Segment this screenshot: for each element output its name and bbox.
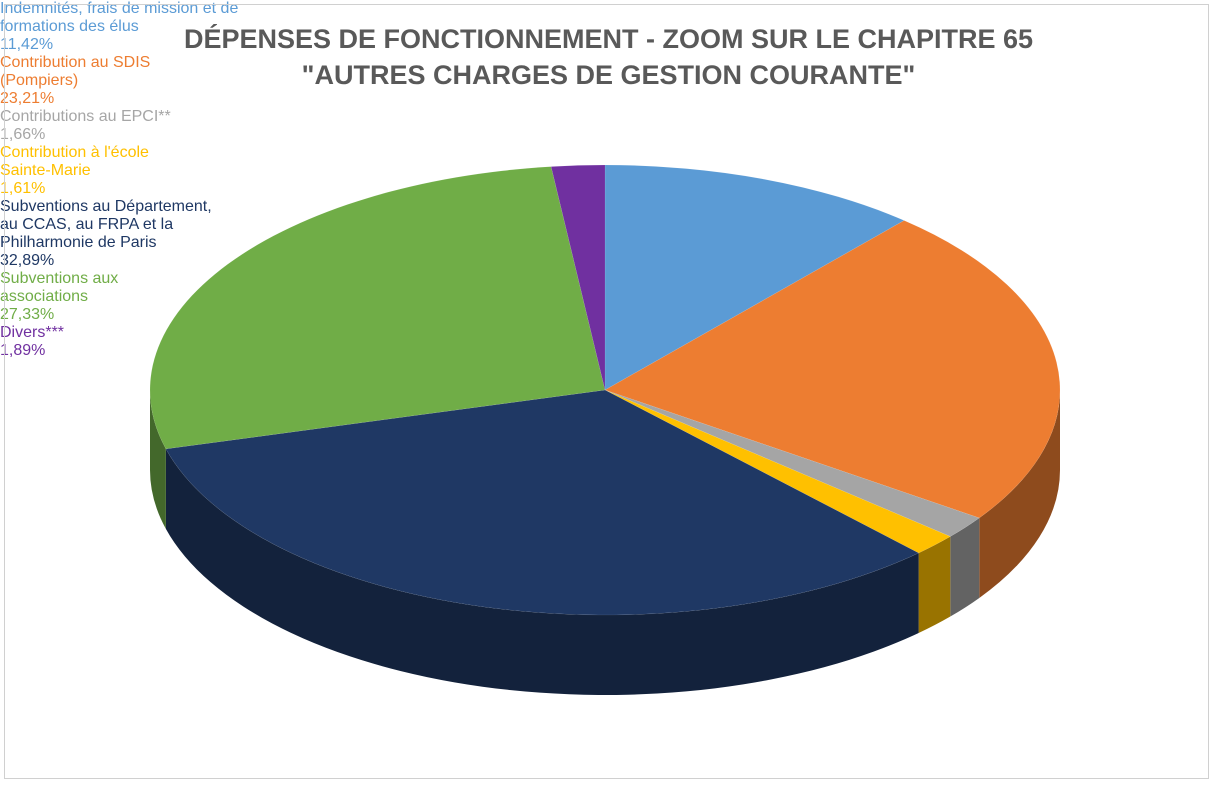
data-label: Contribution au SDIS (Pompiers) 23,21% [0,54,200,108]
pie-slice [604,389,980,537]
pie-slice [604,220,1061,519]
data-label: Subventions au Département, au CCAS, au … [0,198,230,270]
data-label-category: Subventions aux associations [0,270,119,305]
pie-slice [149,166,606,450]
data-label-value: 1,61% [0,180,46,197]
data-label-value: 32,89% [0,252,55,269]
data-label-category: Contributions au EPCI** [0,108,171,125]
data-label-category: Divers*** [0,324,65,341]
data-label-value: 23,21% [0,90,55,107]
pie-slice-side [950,517,980,617]
pie-slice-side [165,448,919,696]
pie-slice [604,164,905,391]
chart-title: DÉPENSES DE FONCTIONNEMENT - ZOOM SUR LE… [183,24,1034,54]
pie-slice [604,389,951,554]
pie-slice [550,164,606,391]
chart-border [4,4,1209,779]
pie-slice-side [150,390,166,529]
data-label-value: 27,33% [0,306,55,323]
pie-slice [165,389,920,616]
data-label-category: Contribution à l'école Sainte-Marie [0,144,149,179]
data-label: Contributions au EPCI** 1,66% [0,108,220,144]
data-label: Subventions aux associations 27,33% [0,270,170,324]
data-label: Divers*** 1,89% [0,324,120,360]
pie-slice-side [979,390,1060,598]
data-label-value: 1,89% [0,342,46,359]
data-label-value: 1,66% [0,126,46,143]
data-label: Contribution à l'école Sainte-Marie 1,61% [0,144,200,198]
data-label-category: Contribution au SDIS (Pompiers) [0,54,151,89]
chart-subtitle: "AUTRES CHARGES DE GESTION COURANTE" [301,60,916,90]
data-label-value: 11,42% [0,36,54,53]
data-label-category: Subventions au Département, au CCAS, au … [0,198,212,251]
pie-slice-side [918,536,951,634]
